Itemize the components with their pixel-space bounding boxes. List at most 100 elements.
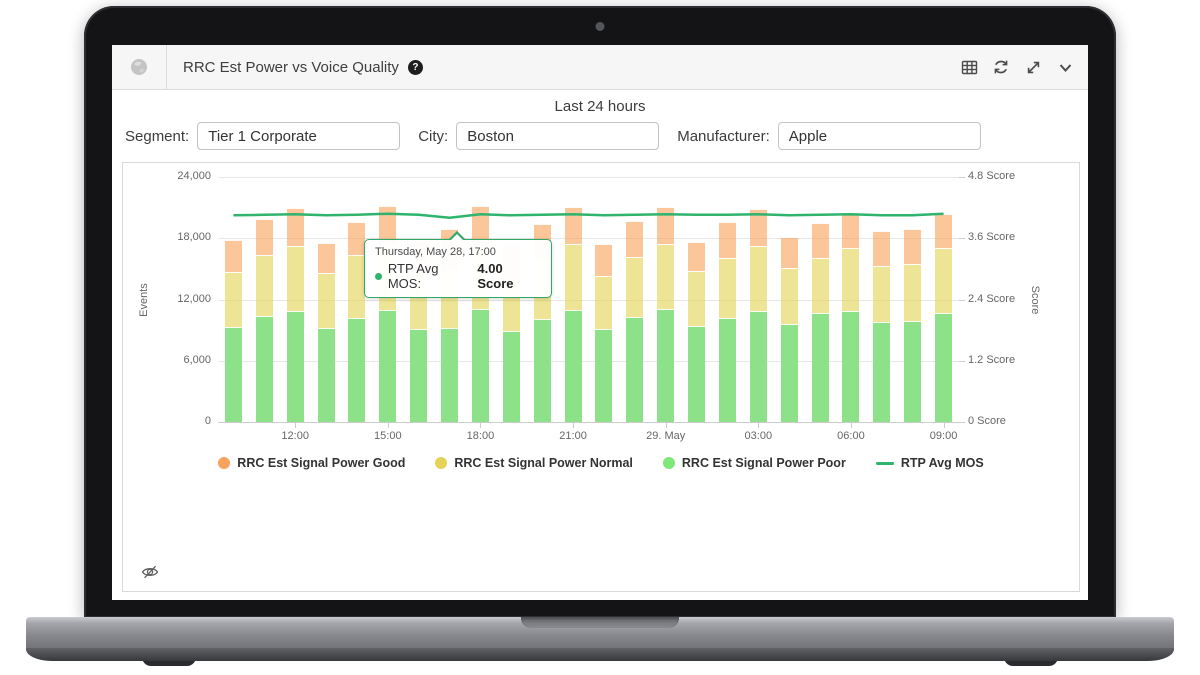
table-icon[interactable] [959,57,979,77]
manufacturer-label: Manufacturer: [677,127,770,145]
bar-segment-top[interactable] [626,220,644,257]
bar-segment-middle[interactable] [935,248,953,313]
x-axis-tick [943,422,945,428]
bar-segment-top[interactable] [718,221,736,258]
y-gridline [218,177,959,178]
bar-segment-middle[interactable] [224,271,242,328]
bar-segment-middle[interactable] [718,257,736,318]
bar-segment-bottom[interactable] [317,328,335,422]
bar-segment-bottom[interactable] [224,327,242,422]
y-axis-label-left: 24,000 [177,170,211,182]
bar-segment-middle[interactable] [811,257,829,313]
manufacturer-input[interactable] [777,122,981,150]
legend-label: RTP Avg MOS [900,456,984,470]
bar-segment-bottom[interactable] [626,316,644,422]
page-title: RRC Est Power vs Voice Quality ? [183,45,423,89]
bar-segment-middle[interactable] [317,272,335,329]
bar-segment-bottom[interactable] [780,324,798,422]
tooltip-value: 4.00 Score [477,261,514,291]
bar-segment-bottom[interactable] [688,326,706,422]
x-axis-label: 18:00 [466,430,495,442]
bar-segment-top[interactable] [842,212,860,249]
eye-slash-icon[interactable] [141,563,159,586]
bar-segment-top[interactable] [811,222,829,258]
help-icon[interactable]: ? [407,59,423,75]
bar-segment-middle[interactable] [286,246,304,311]
bar-segment-bottom[interactable] [842,310,860,422]
bar-segment-bottom[interactable] [255,315,273,422]
legend-item-rrc-est-signal-power-poor[interactable]: RRC Est Signal Power Poor [662,456,846,470]
bar-segment-middle[interactable] [255,254,273,316]
bar-segment-top[interactable] [564,206,582,245]
bar-segment-bottom[interactable] [533,318,551,422]
bar-segment-top[interactable] [749,208,767,247]
bar-segment-top[interactable] [688,242,706,271]
bar-segment-top[interactable] [935,213,953,249]
bar-segment-bottom[interactable] [904,320,922,422]
laptop-base-bottom [26,648,1174,661]
laptop-screen: RRC Est Power vs Voice Quality ? [112,45,1088,600]
bar-segment-bottom[interactable] [286,310,304,422]
y-axis-label-right: 2.4 Score [968,292,1016,305]
bar-segment-middle[interactable] [595,276,613,330]
bar-segment-bottom[interactable] [471,308,489,422]
bar-segment-middle[interactable] [842,248,860,311]
bar-segment-top[interactable] [595,244,613,277]
legend-item-rrc-est-signal-power-good[interactable]: RRC Est Signal Power Good [218,456,405,470]
expand-icon[interactable] [1023,57,1043,77]
bar-segment-bottom[interactable] [564,309,582,422]
legend-dot-swatch [218,457,231,469]
bar-segment-middle[interactable] [564,244,582,310]
bar-segment-bottom[interactable] [348,317,366,422]
city-input[interactable] [456,122,660,150]
bar-segment-top[interactable] [780,237,798,268]
bar-segment-middle[interactable] [657,244,675,309]
bar-segment-top[interactable] [286,207,304,247]
bar-segment-middle[interactable] [626,256,644,317]
x-axis-tick [758,422,760,428]
bar-segment-bottom[interactable] [441,328,459,422]
bar-segment-bottom[interactable] [379,309,397,422]
bar-segment-bottom[interactable] [718,317,736,422]
widget-drag-handle [112,45,167,89]
bar-segment-top[interactable] [317,243,335,273]
x-axis-label: 15:00 [374,430,402,442]
chevron-down-icon[interactable] [1055,57,1075,77]
y-axis-title-left: Events [138,282,150,317]
bar-segment-middle[interactable] [873,265,891,322]
y-gridline [218,360,959,362]
time-range-label: Last 24 hours [554,98,646,115]
bar-segment-top[interactable] [873,231,891,266]
bar-segment-top[interactable] [255,218,273,255]
y-axis-tick-right [959,238,965,240]
bar-segment-middle[interactable] [348,254,366,318]
bar-segment-bottom[interactable] [935,312,953,422]
city-label: City: [418,127,449,145]
refresh-icon[interactable] [991,57,1011,77]
bar-segment-bottom[interactable] [811,312,829,422]
bar-segment-middle[interactable] [780,267,798,324]
bar-segment-middle[interactable] [688,270,706,327]
x-axis-label: 12:00 [281,430,309,442]
bar-segment-bottom[interactable] [749,310,767,422]
bar-segment-bottom[interactable] [410,329,428,422]
bar-segment-middle[interactable] [749,246,767,311]
bar-segment-top[interactable] [657,206,675,245]
bar-segment-top[interactable] [348,221,366,255]
legend-item-rtp-avg-mos[interactable]: RTP Avg MOS [875,456,984,470]
bar-segment-bottom[interactable] [873,321,891,422]
y-axis-label-right: 4.8 Score [968,170,1016,182]
bar-segment-middle[interactable] [904,263,922,321]
x-axis-tick [573,422,575,428]
segment-input[interactable] [197,122,401,150]
bar-segment-bottom[interactable] [657,308,675,422]
y-axis-label-right: 1.2 Score [968,353,1016,366]
legend-dot-swatch [662,457,675,469]
bar-segment-top[interactable] [224,240,242,272]
bar-segment-top[interactable] [904,229,922,264]
bar-segment-bottom[interactable] [502,331,520,422]
legend-item-rrc-est-signal-power-normal[interactable]: RRC Est Signal Power Normal [435,456,633,470]
widget-toolbar [959,45,1075,89]
bar-segment-bottom[interactable] [595,329,613,422]
laptop-lid-notch [521,617,679,628]
